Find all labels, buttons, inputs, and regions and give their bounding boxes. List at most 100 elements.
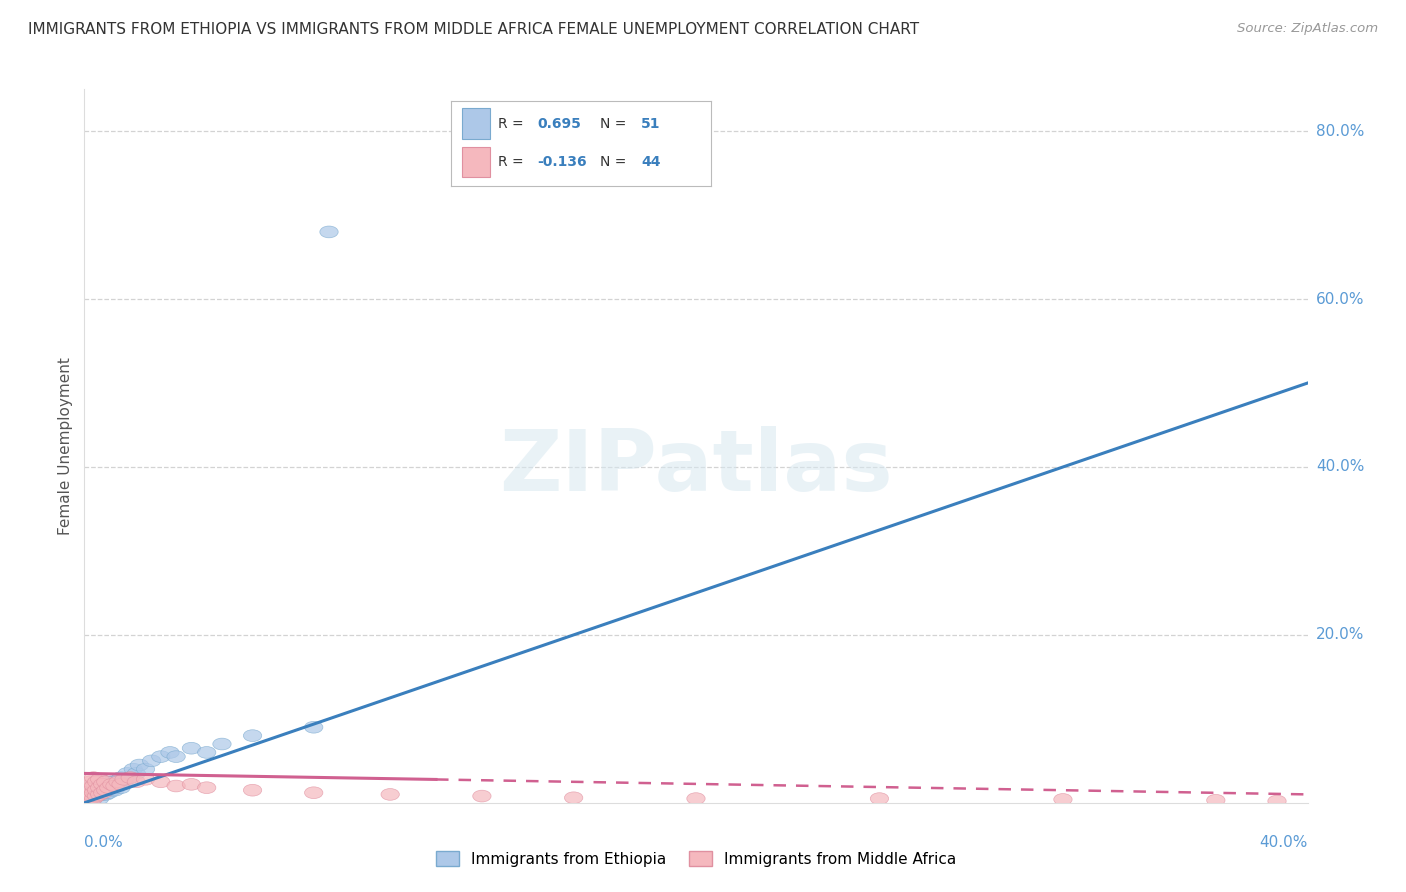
Ellipse shape xyxy=(87,790,105,802)
Ellipse shape xyxy=(84,793,103,805)
Ellipse shape xyxy=(97,781,115,794)
Ellipse shape xyxy=(381,789,399,800)
Text: 0.0%: 0.0% xyxy=(84,835,124,850)
FancyBboxPatch shape xyxy=(461,109,491,139)
Ellipse shape xyxy=(167,751,186,763)
Ellipse shape xyxy=(82,784,100,796)
Ellipse shape xyxy=(124,764,142,775)
Ellipse shape xyxy=(82,781,100,794)
Ellipse shape xyxy=(115,773,134,785)
Text: IMMIGRANTS FROM ETHIOPIA VS IMMIGRANTS FROM MIDDLE AFRICA FEMALE UNEMPLOYMENT CO: IMMIGRANTS FROM ETHIOPIA VS IMMIGRANTS F… xyxy=(28,22,920,37)
Ellipse shape xyxy=(243,730,262,741)
Ellipse shape xyxy=(87,776,105,788)
Ellipse shape xyxy=(87,784,105,796)
Ellipse shape xyxy=(103,776,121,788)
Ellipse shape xyxy=(82,793,100,805)
Text: R =: R = xyxy=(498,117,529,130)
Ellipse shape xyxy=(90,793,108,805)
Ellipse shape xyxy=(94,779,112,790)
Ellipse shape xyxy=(82,789,100,800)
Ellipse shape xyxy=(84,772,103,783)
Ellipse shape xyxy=(160,747,179,758)
Ellipse shape xyxy=(127,767,146,780)
Ellipse shape xyxy=(121,772,139,783)
Ellipse shape xyxy=(79,793,97,805)
Text: Source: ZipAtlas.com: Source: ZipAtlas.com xyxy=(1237,22,1378,36)
Text: N =: N = xyxy=(599,117,630,130)
Ellipse shape xyxy=(94,784,112,796)
Ellipse shape xyxy=(305,722,323,733)
Ellipse shape xyxy=(197,781,217,794)
Ellipse shape xyxy=(305,787,323,798)
Text: R =: R = xyxy=(498,155,529,169)
Ellipse shape xyxy=(100,787,118,798)
Ellipse shape xyxy=(319,226,339,238)
Ellipse shape xyxy=(79,784,97,796)
Ellipse shape xyxy=(82,776,100,788)
Text: 20.0%: 20.0% xyxy=(1316,627,1364,642)
Ellipse shape xyxy=(127,776,146,788)
Ellipse shape xyxy=(90,789,108,800)
Ellipse shape xyxy=(870,793,889,805)
Ellipse shape xyxy=(564,792,583,804)
Ellipse shape xyxy=(90,773,108,785)
Ellipse shape xyxy=(103,779,121,790)
Ellipse shape xyxy=(108,780,127,792)
Ellipse shape xyxy=(167,780,186,792)
Ellipse shape xyxy=(112,779,131,790)
Ellipse shape xyxy=(1268,796,1286,807)
Legend: Immigrants from Ethiopia, Immigrants from Middle Africa: Immigrants from Ethiopia, Immigrants fro… xyxy=(436,851,956,866)
Ellipse shape xyxy=(84,780,103,792)
Text: N =: N = xyxy=(599,155,630,169)
Ellipse shape xyxy=(152,776,170,788)
Ellipse shape xyxy=(100,781,118,794)
Ellipse shape xyxy=(82,780,100,792)
Text: 44: 44 xyxy=(641,155,661,169)
Ellipse shape xyxy=(87,790,105,802)
Ellipse shape xyxy=(183,779,201,790)
Ellipse shape xyxy=(84,780,103,792)
Text: 80.0%: 80.0% xyxy=(1316,124,1364,138)
Ellipse shape xyxy=(243,784,262,796)
Ellipse shape xyxy=(183,742,201,754)
Ellipse shape xyxy=(105,776,124,788)
Ellipse shape xyxy=(90,779,108,790)
Ellipse shape xyxy=(197,747,217,758)
Text: 60.0%: 60.0% xyxy=(1316,292,1364,307)
Ellipse shape xyxy=(112,781,131,794)
Ellipse shape xyxy=(84,793,103,805)
Text: 40.0%: 40.0% xyxy=(1260,835,1308,850)
Ellipse shape xyxy=(94,787,112,798)
Text: 0.695: 0.695 xyxy=(537,117,581,130)
Ellipse shape xyxy=(90,784,108,796)
Ellipse shape xyxy=(1053,794,1073,805)
Text: 51: 51 xyxy=(641,117,661,130)
Ellipse shape xyxy=(108,776,127,788)
Ellipse shape xyxy=(1206,795,1225,806)
Ellipse shape xyxy=(90,789,108,800)
Text: 40.0%: 40.0% xyxy=(1316,459,1364,475)
Ellipse shape xyxy=(84,784,103,796)
Ellipse shape xyxy=(136,764,155,775)
Ellipse shape xyxy=(90,781,108,794)
Ellipse shape xyxy=(152,751,170,763)
Ellipse shape xyxy=(105,780,124,792)
Ellipse shape xyxy=(84,789,103,800)
Ellipse shape xyxy=(121,772,139,783)
Ellipse shape xyxy=(142,755,160,767)
Ellipse shape xyxy=(100,780,118,792)
Ellipse shape xyxy=(87,787,105,798)
Ellipse shape xyxy=(87,776,105,788)
Ellipse shape xyxy=(115,776,134,788)
Ellipse shape xyxy=(87,781,105,794)
Ellipse shape xyxy=(136,773,155,785)
Text: ZIPatlas: ZIPatlas xyxy=(499,425,893,509)
Text: -0.136: -0.136 xyxy=(537,155,586,169)
Ellipse shape xyxy=(112,772,131,783)
Ellipse shape xyxy=(94,789,112,800)
Ellipse shape xyxy=(472,790,491,802)
Ellipse shape xyxy=(212,739,231,750)
Ellipse shape xyxy=(82,789,100,800)
Ellipse shape xyxy=(79,789,97,800)
Ellipse shape xyxy=(118,767,136,780)
